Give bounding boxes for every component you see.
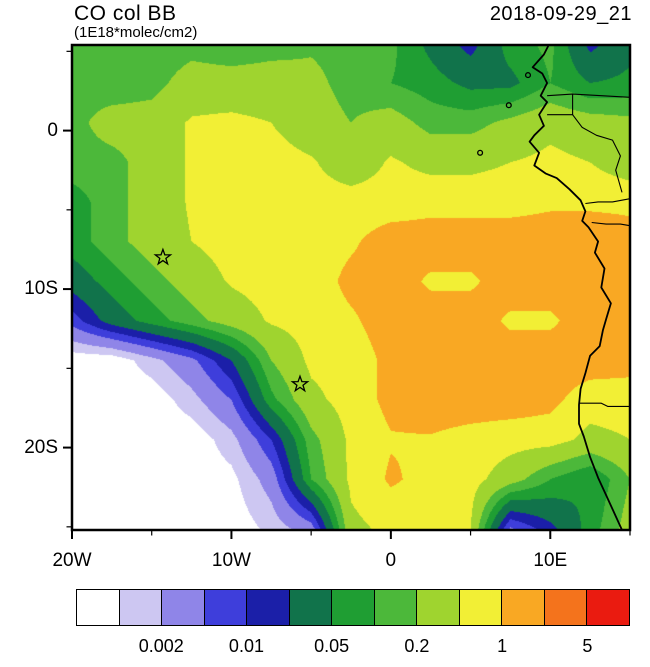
x-axis-label: 20W	[52, 550, 92, 571]
colorbar-cell	[586, 590, 629, 625]
colorbar-cell	[161, 590, 204, 625]
colorbar-tick-label: 0.002	[138, 636, 184, 656]
y-axis-label: 0	[47, 119, 58, 141]
colorbar-cell	[458, 590, 502, 625]
colorbar-tick-label: 5	[582, 636, 593, 656]
y-axis-label: 10S	[24, 278, 58, 300]
colorbar-cell	[118, 590, 162, 625]
x-axis-label: 0	[385, 550, 397, 571]
colorbar-cell	[203, 590, 247, 625]
colorbar-cell	[246, 590, 289, 625]
colorbar-cell	[501, 590, 544, 625]
colorbar-tick-label: 0.05	[314, 636, 350, 656]
co-contour-map	[72, 45, 630, 530]
colorbar-tick-label: 1	[497, 636, 508, 656]
colorbar-cell	[77, 590, 119, 625]
colorbar-cell	[543, 590, 587, 625]
colorbar-cell	[416, 590, 459, 625]
y-axis-label: 20S	[24, 436, 58, 458]
plot-units: (1E18*molec/cm2)	[74, 24, 198, 41]
colorbar-cell	[288, 590, 332, 625]
colorbar-cell	[373, 590, 417, 625]
plot-timestamp: 2018-09-29_21	[489, 3, 632, 25]
plot-title: CO col BB	[74, 2, 177, 25]
colorbar-tick-label: 0.2	[404, 636, 430, 656]
x-axis-label: 10W	[211, 550, 251, 571]
x-axis-label: 10E	[533, 550, 568, 571]
colorbar-cell	[331, 590, 374, 625]
colorbar-tick-label: 0.01	[228, 636, 264, 656]
colorbar	[76, 589, 630, 626]
